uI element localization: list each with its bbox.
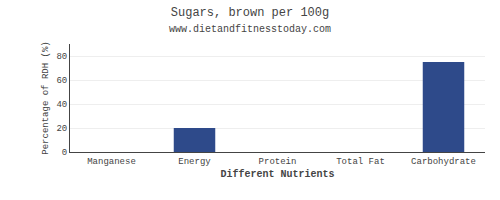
svg-text:Manganese: Manganese <box>87 157 136 167</box>
svg-text:20: 20 <box>56 124 67 134</box>
svg-text:Total Fat: Total Fat <box>336 157 385 167</box>
svg-text:40: 40 <box>56 100 67 110</box>
svg-text:Sugars, brown per 100gwww.diet: Sugars, brown per 100gwww.dietandfitness… <box>169 6 331 35</box>
svg-text:80: 80 <box>56 52 67 62</box>
svg-text:Different Nutrients: Different Nutrients <box>220 169 334 180</box>
svg-text:Percentage of RDH (%): Percentage of RDH (%) <box>41 41 51 154</box>
svg-text:Protein: Protein <box>259 157 297 167</box>
svg-text:Energy: Energy <box>178 157 211 167</box>
svg-text:60: 60 <box>56 76 67 86</box>
svg-text:Carbohydrate: Carbohydrate <box>411 157 476 167</box>
svg-text:0: 0 <box>62 148 67 158</box>
